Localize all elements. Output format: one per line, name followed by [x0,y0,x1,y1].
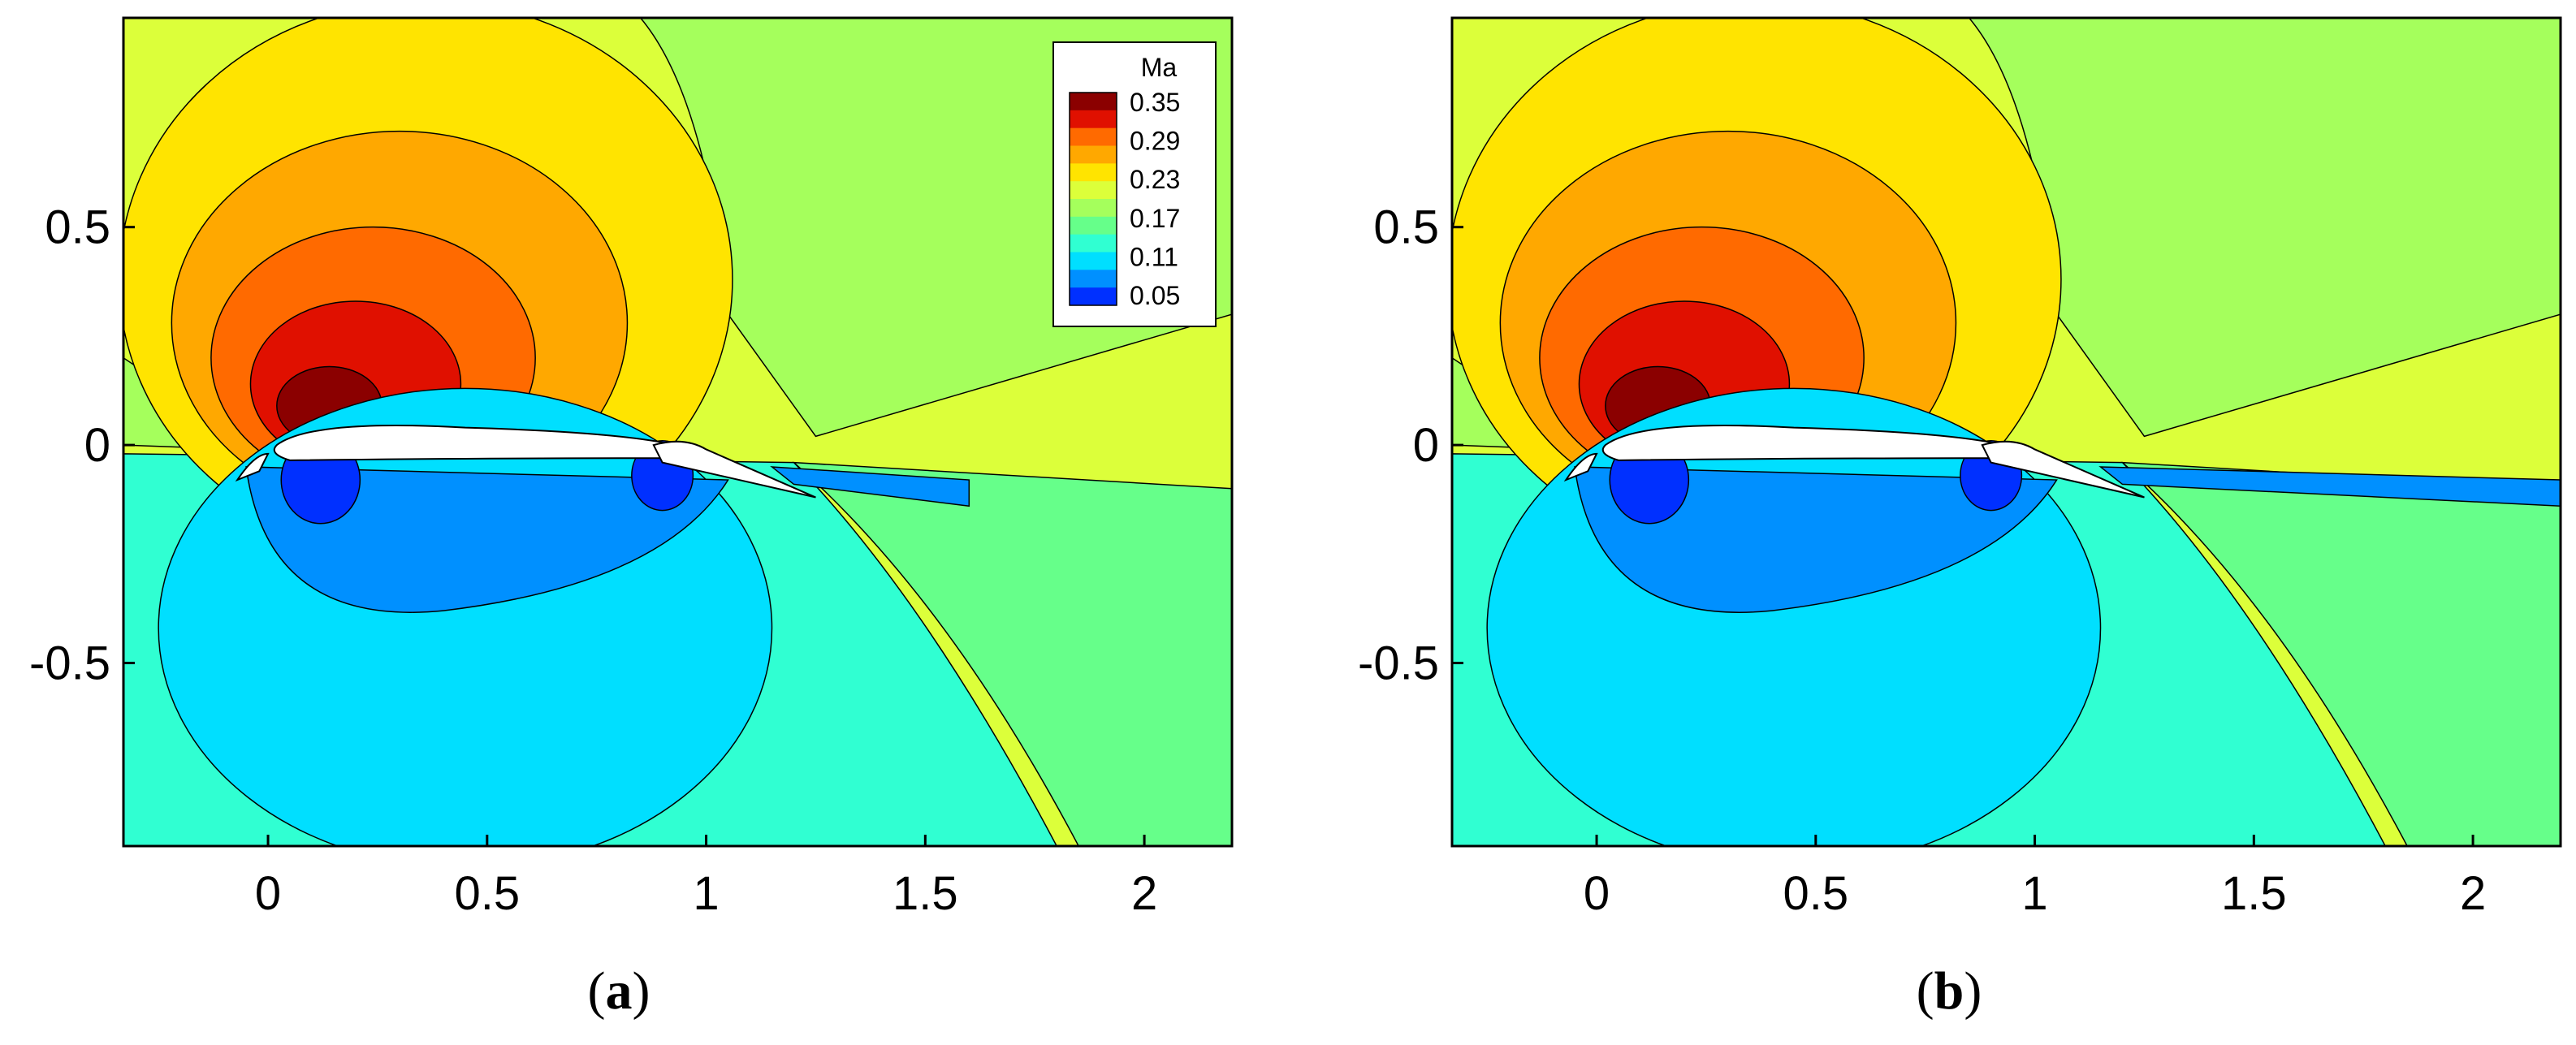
pressure-contour-a-1 [245,466,729,613]
legend-swatch-6 [1070,199,1117,218]
axes-b: 0 0.5 1 1.5 2 -0.5 0 0.5 [1358,201,2486,920]
x-tick-label-a-3: 1.5 [893,867,958,920]
legend-label-1: 0.29 [1130,127,1180,156]
x-tick-label-a-4: 2 [1131,867,1157,920]
x-tick-label-b-1: 0.5 [1783,867,1848,920]
axes-a: 0 0.5 1 1.5 2 -0.5 0 0.5 [29,201,1157,920]
legend-label-3: 0.17 [1130,204,1180,233]
plot-frame-a [122,16,1234,848]
y-tick-label-b-1: 0 [1413,419,1439,472]
legend-swatch-3 [1070,145,1117,164]
legend-swatch-9 [1070,252,1117,270]
legend-bar-frame [1069,92,1117,306]
y-tick-label-a-1: 0 [84,419,110,472]
legend-swatch-5 [1070,181,1117,200]
legend-swatch-7 [1070,216,1117,235]
slat-b [1563,452,1598,482]
region-lower-right-b [2120,461,2561,846]
legend-swatch-0 [1070,93,1117,111]
x-tick-label-a-2: 1 [693,867,719,920]
pressure-contour-b-1 [1574,466,2058,613]
x-tick-label-a-1: 0.5 [454,867,520,920]
legend-swatch-1 [1070,110,1117,129]
plot-frame-b [1450,16,2562,848]
x-tick-label-b-2: 1 [2021,867,2047,920]
y-tick-label-b-2: 0.5 [1373,201,1439,254]
mach-field-a [123,18,1232,846]
legend-swatch-10 [1070,270,1117,288]
legend-label-4: 0.11 [1130,242,1178,271]
y-tick-label-a-2: 0.5 [45,201,110,254]
legend-swatch-8 [1070,234,1117,253]
flap-b [1981,440,2145,499]
y-tick-label-a-0: -0.5 [29,637,110,690]
slat-a [235,452,270,482]
wake-a [770,466,970,507]
mach-field-b [1452,18,2561,846]
panel-label-b: (b) [1917,961,1982,1021]
wake-b [2098,466,2561,507]
legend-title: Ma [1141,53,1178,82]
x-tick-label-b-3: 1.5 [2221,867,2287,920]
region-lower-right-a [792,461,1232,846]
y-tick-label-b-0: -0.5 [1358,637,1439,690]
x-tick-label-b-0: 0 [1584,867,1610,920]
colorbar-legend: Ma 0.35 0.29 0.23 0.17 0.11 0.05 [1052,41,1217,327]
x-tick-label-a-0: 0 [255,867,281,920]
legend-label-0: 0.35 [1130,88,1180,117]
x-tick-label-b-4: 2 [2460,867,2486,920]
flap-a [652,440,816,499]
panel-label-a: (a) [588,961,650,1021]
contour-plot-a: 0 0.5 1 1.5 2 -0.5 0 0.5 Ma 0.35 0.29 0.23 0.17 0.11… [29,16,1234,920]
legend-swatch-2 [1070,127,1117,146]
legend-swatch-4 [1070,163,1117,182]
legend-label-2: 0.23 [1130,165,1180,194]
contour-plot-b: 0 0.5 1 1.5 2 -0.5 0 0.5 [1358,16,2562,920]
legend-label-5: 0.05 [1130,281,1180,310]
legend-swatch-11 [1070,287,1117,306]
